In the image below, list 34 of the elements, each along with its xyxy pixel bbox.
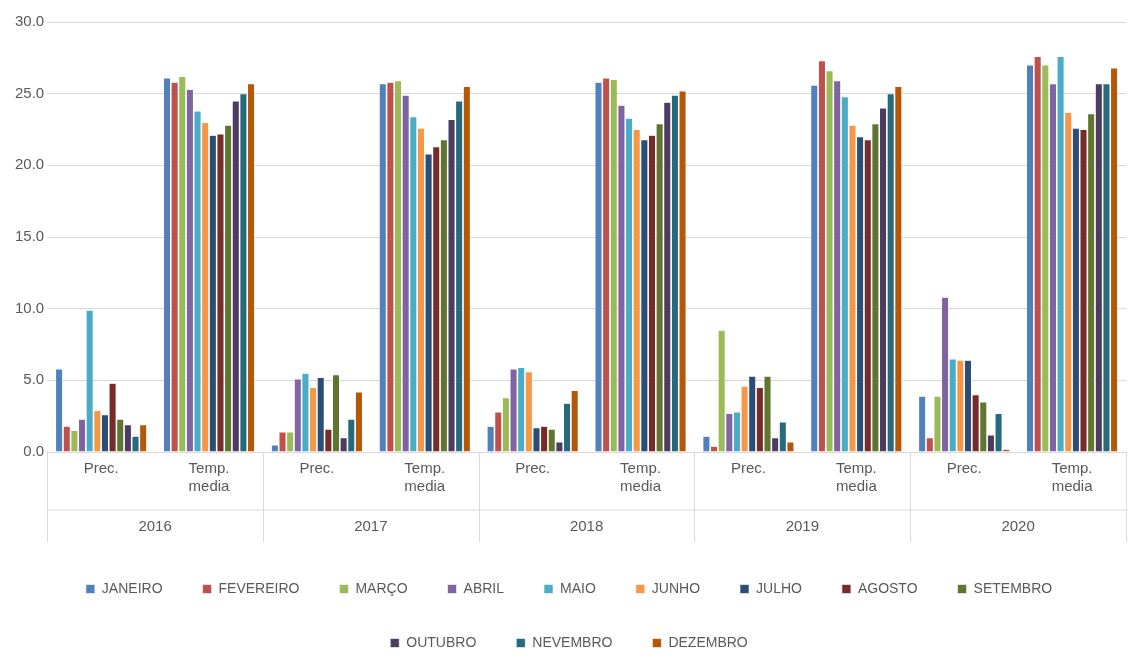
text: 2017 — [354, 517, 388, 535]
legend-label: AGOSTO — [857, 579, 918, 596]
text: 2019 — [785, 517, 820, 535]
x-tick-label: Temp. media — [188, 459, 231, 495]
x-tick-label: Prec. — [515, 459, 551, 477]
x-tick-label: Temp. media — [835, 459, 878, 495]
legend-label: SETEMBRO — [973, 579, 1053, 596]
legend-label: MAIO — [560, 579, 596, 596]
y-tick-label: 0.0 — [23, 442, 45, 460]
legend-label: FEVEREIRO — [218, 579, 300, 596]
x-tick-label: Prec. — [299, 459, 335, 477]
text: 2018 — [569, 517, 604, 535]
y-tick-label: 15.0 — [14, 227, 45, 245]
legend-label: DEZEMBRO — [668, 633, 748, 650]
legend-label: MARÇO — [355, 579, 408, 596]
legend-label: JANEIRO — [101, 579, 163, 596]
legend-label: OUTUBRO — [406, 633, 477, 650]
y-tick-label: 10.0 — [14, 298, 45, 316]
x-tick-label: Temp. media — [404, 459, 446, 495]
legend-label: JULHO — [756, 579, 803, 596]
legend-label: ABRIL — [463, 579, 505, 596]
x-tick-label: Temp. media — [1051, 459, 1094, 495]
text: 2020 — [1001, 517, 1035, 535]
x-tick-label: Prec. — [730, 459, 766, 477]
legend-label: NEVEMBRO — [532, 633, 613, 650]
x-tick-label: Prec. — [83, 459, 119, 477]
y-tick-label: 20.0 — [14, 155, 45, 173]
x-tick-label: Prec. — [946, 459, 982, 477]
y-tick-label: 5.0 — [23, 370, 45, 388]
text: 2016 — [138, 517, 172, 535]
y-tick-label: 30.0 — [14, 12, 45, 30]
y-tick-label: 25.0 — [14, 83, 45, 101]
legend-label: JUNHO — [651, 579, 701, 596]
x-tick-label: Temp. media — [620, 459, 662, 495]
